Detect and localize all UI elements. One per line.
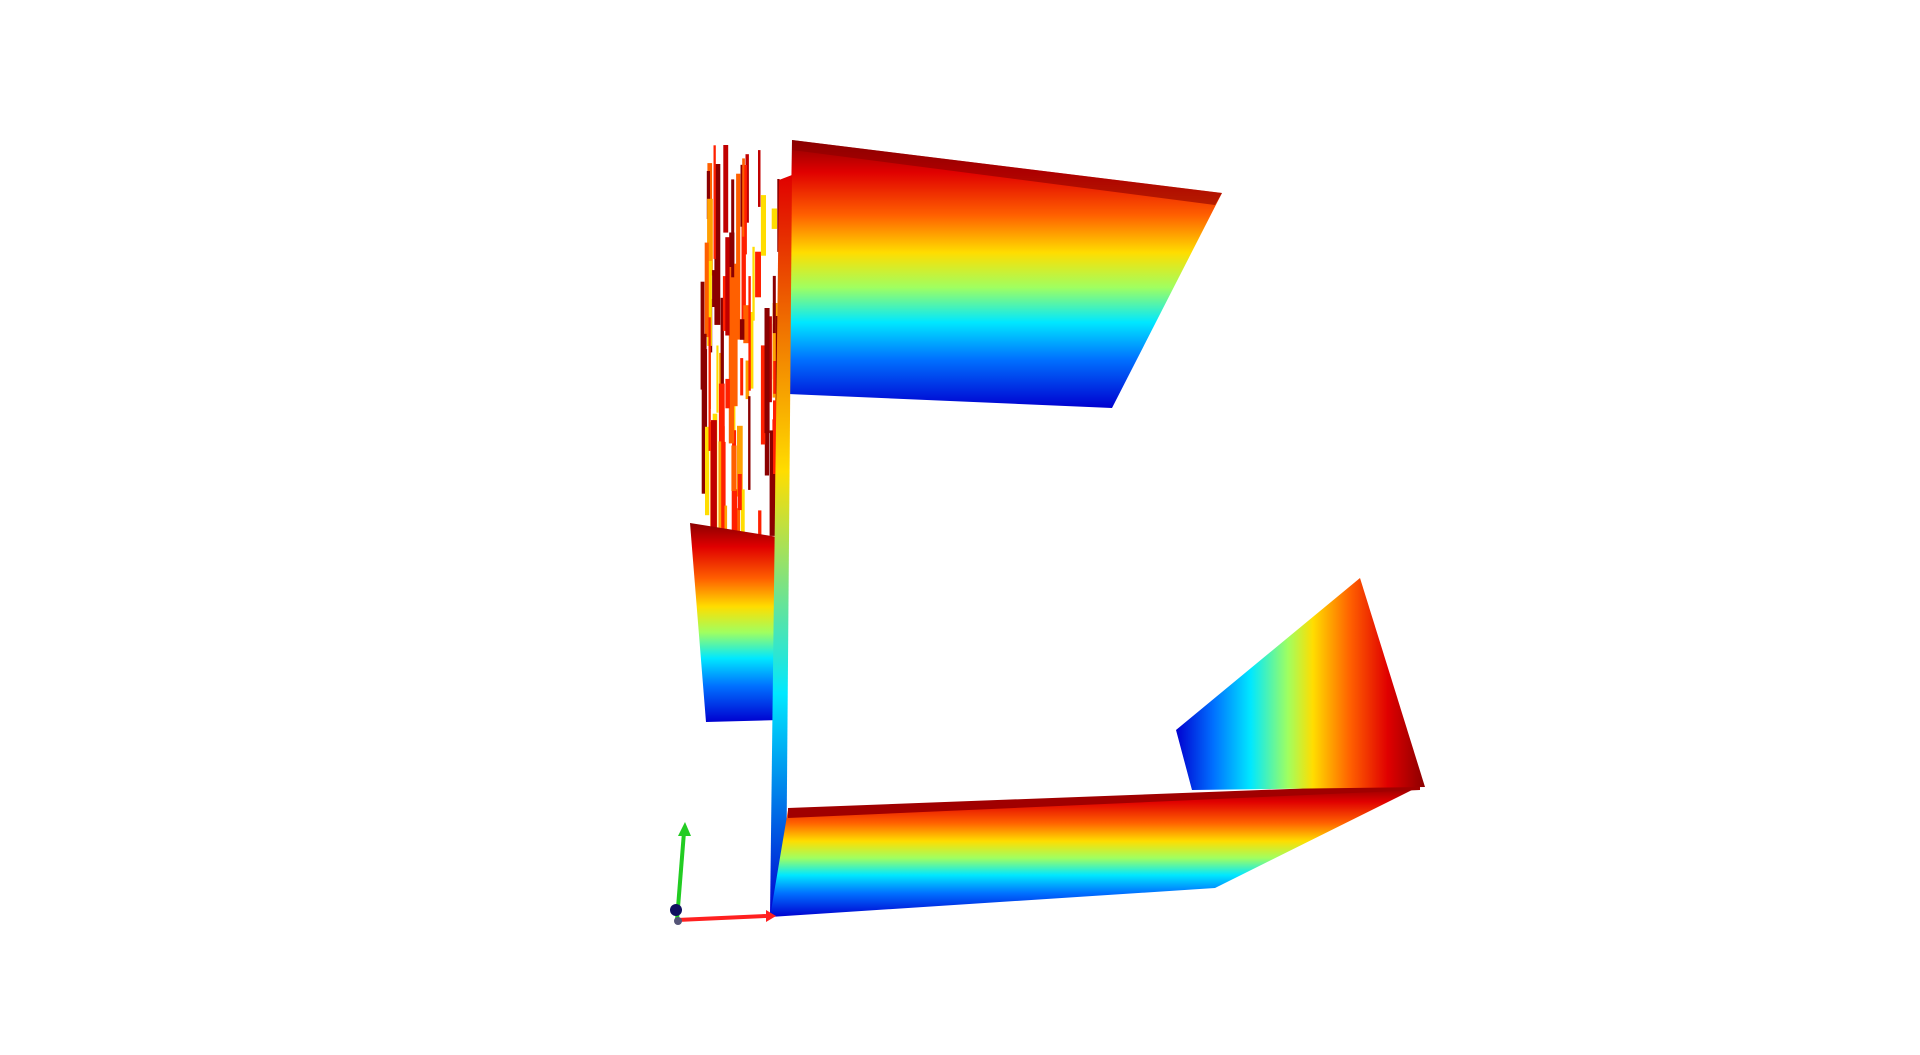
- clutter-spike: [711, 420, 717, 529]
- bottom-wall-top-edge: [788, 784, 1420, 818]
- clutter-spike: [755, 251, 761, 298]
- clutter-spike: [764, 308, 770, 434]
- clutter-spike: [743, 305, 749, 344]
- origin-dot: [674, 917, 682, 925]
- clutter-spike: [760, 195, 766, 256]
- clutter-spike: [744, 165, 747, 255]
- clutter-spike: [772, 303, 778, 398]
- clutter-spike: [702, 333, 707, 421]
- clutter-spike: [739, 319, 745, 340]
- clutter-spike: [745, 154, 749, 223]
- clutter-spike: [724, 505, 728, 545]
- clutter-spike: [714, 164, 721, 325]
- clutter-spike: [731, 179, 735, 278]
- clutter-spike: [713, 145, 716, 259]
- clutter-spike: [720, 441, 726, 501]
- clutter-spike: [718, 441, 722, 545]
- clutter-spike: [748, 276, 751, 391]
- point-cloud-left-clutter: [700, 145, 786, 545]
- clutter-spike: [764, 414, 770, 476]
- top-wall-edge: [792, 140, 1222, 205]
- clutter-spike: [740, 489, 745, 545]
- point-cloud-top-wall: [788, 140, 1222, 408]
- point-cloud-bottom-wall: [770, 786, 1420, 917]
- clutter-spike: [771, 208, 778, 229]
- clutter-spike: [707, 198, 713, 276]
- clutter-spike: [749, 312, 754, 389]
- x-axis-line: [676, 914, 767, 922]
- clutter-spike: [745, 360, 750, 400]
- clutter-spike: [752, 246, 755, 321]
- clutter-spike: [748, 396, 751, 490]
- clutter-spike: [725, 237, 730, 336]
- clutter-spike: [712, 270, 716, 307]
- clutter-spike: [731, 445, 737, 491]
- clutter-spike: [728, 276, 735, 444]
- clutter-spike: [736, 508, 741, 545]
- clutter-spike: [716, 345, 719, 413]
- clutter-spike: [704, 242, 709, 338]
- clutter-spike: [740, 358, 744, 396]
- clutter-spike: [758, 510, 762, 545]
- clutter-spike: [705, 426, 710, 516]
- clutter-spike: [772, 275, 776, 334]
- clutter-spike: [742, 158, 745, 237]
- clutter-spike: [720, 297, 724, 395]
- x-axis-arrow: [766, 910, 776, 922]
- clutter-spike: [725, 378, 730, 409]
- clutter-spike: [741, 174, 746, 327]
- clutter-spike: [723, 145, 729, 233]
- clutter-spike: [768, 316, 772, 403]
- clutter-spike: [758, 150, 761, 207]
- point-cloud-right-angled-wall: [1176, 578, 1425, 790]
- clutter-spike: [707, 261, 712, 346]
- z-axis-dot: [670, 904, 682, 916]
- clutter-spike: [733, 263, 738, 407]
- clutter-spike: [708, 317, 711, 451]
- clutter-spike: [760, 345, 766, 445]
- clutter-spike: [777, 179, 780, 252]
- point-cloud-left-lower-block: [690, 523, 784, 722]
- clutter-spike: [736, 173, 741, 340]
- y-axis-arrow: [678, 822, 691, 836]
- clutter-spike: [731, 489, 738, 545]
- clutter-spike: [773, 361, 776, 394]
- clutter-spike: [737, 474, 742, 511]
- clutter-spike: [769, 430, 776, 536]
- clutter-spike: [773, 400, 778, 474]
- point-cloud-thin-vertical-wall: [770, 175, 792, 916]
- clutter-spike: [706, 171, 710, 219]
- clutter-spike: [737, 425, 743, 497]
- axes-gizmo[interactable]: [670, 822, 776, 925]
- clutter-spike: [701, 349, 708, 494]
